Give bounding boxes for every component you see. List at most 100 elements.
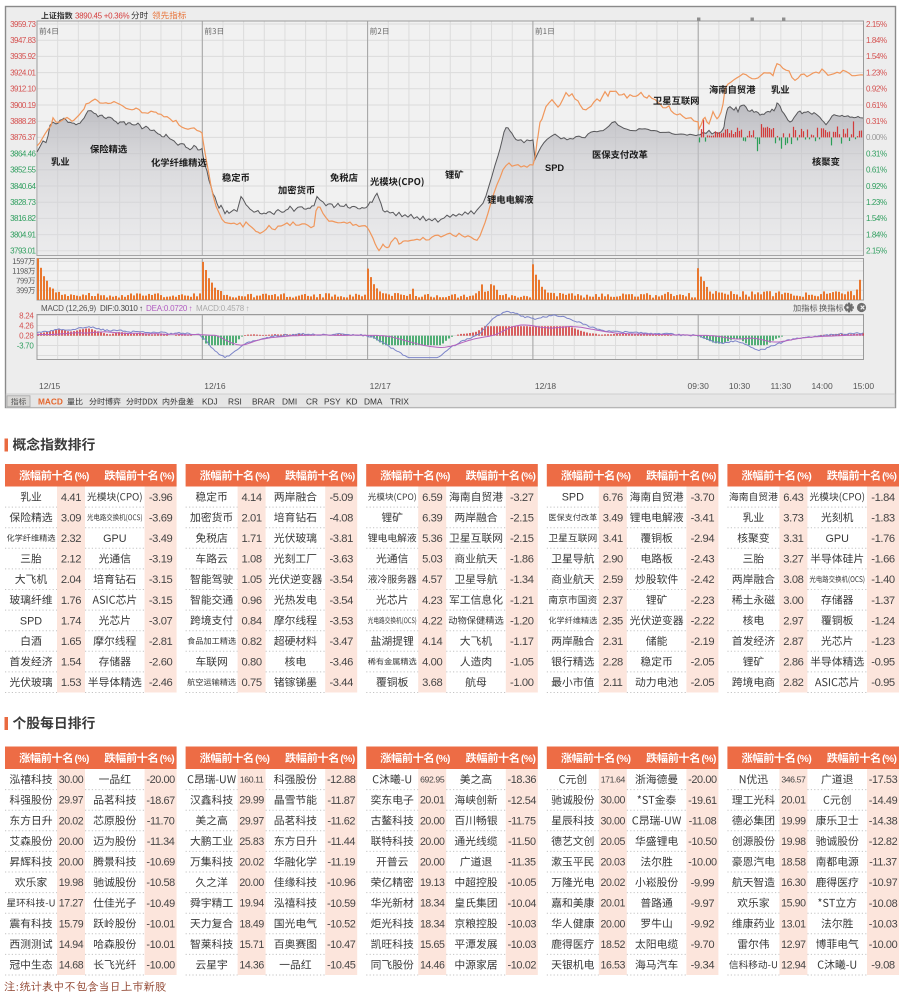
svg-text:-2.19: -2.19 bbox=[691, 636, 715, 648]
svg-text:3.49: 3.49 bbox=[603, 512, 623, 524]
svg-text:-10.03: -10.03 bbox=[508, 939, 537, 951]
svg-text:20.01: 20.01 bbox=[420, 795, 445, 807]
svg-text:346.57: 346.57 bbox=[781, 774, 806, 784]
svg-text:-10.96: -10.96 bbox=[327, 877, 356, 889]
svg-text:-3.46: -3.46 bbox=[329, 657, 353, 669]
svg-text:2.82: 2.82 bbox=[783, 677, 803, 689]
svg-text:-2.15: -2.15 bbox=[510, 533, 534, 545]
svg-text:1.23%: 1.23% bbox=[866, 68, 887, 77]
svg-text:1.54%: 1.54% bbox=[866, 214, 887, 223]
svg-text:2.87: 2.87 bbox=[783, 636, 803, 648]
svg-text:2.11: 2.11 bbox=[603, 677, 623, 689]
svg-text:19.98: 19.98 bbox=[781, 836, 806, 848]
svg-text:3959.73: 3959.73 bbox=[10, 20, 36, 29]
svg-text:1.65: 1.65 bbox=[61, 636, 81, 648]
svg-text:2.28: 2.28 bbox=[603, 657, 623, 669]
svg-text:RSI: RSI bbox=[228, 396, 242, 406]
svg-text:-14.38: -14.38 bbox=[869, 815, 898, 827]
svg-text:0.00%: 0.00% bbox=[866, 133, 887, 142]
svg-text:15.90: 15.90 bbox=[781, 898, 806, 910]
svg-text:-12.82: -12.82 bbox=[869, 836, 898, 848]
svg-text:3935.92: 3935.92 bbox=[10, 52, 36, 61]
svg-text:(%): (%) bbox=[616, 472, 630, 483]
svg-text:30.00: 30.00 bbox=[59, 774, 84, 786]
svg-text:4.14: 4.14 bbox=[242, 492, 262, 504]
svg-text:20.03: 20.03 bbox=[601, 857, 626, 869]
svg-text:0.31%: 0.31% bbox=[866, 149, 887, 158]
svg-text:-2.81: -2.81 bbox=[149, 636, 173, 648]
svg-text:2.31: 2.31 bbox=[603, 636, 623, 648]
svg-text:-11.62: -11.62 bbox=[327, 815, 355, 827]
svg-text:12.97: 12.97 bbox=[781, 939, 806, 951]
svg-text:-3.81: -3.81 bbox=[329, 533, 353, 545]
svg-text:SPD: SPD bbox=[562, 492, 584, 504]
svg-text:2.15%: 2.15% bbox=[866, 20, 887, 29]
svg-text:3.68: 3.68 bbox=[422, 677, 442, 689]
svg-text:(%): (%) bbox=[882, 754, 896, 765]
svg-text:1.84%: 1.84% bbox=[866, 36, 887, 45]
svg-text:12/18: 12/18 bbox=[535, 381, 557, 391]
svg-text:-5.09: -5.09 bbox=[329, 492, 353, 504]
svg-text:-1.37: -1.37 bbox=[871, 595, 895, 607]
svg-text:-11.87: -11.87 bbox=[327, 795, 355, 807]
svg-text:-3.54: -3.54 bbox=[329, 574, 353, 586]
svg-text:15.79: 15.79 bbox=[59, 918, 84, 930]
svg-text:20.00: 20.00 bbox=[601, 918, 626, 930]
svg-text:-10.04: -10.04 bbox=[508, 898, 537, 910]
svg-text:-10.02: -10.02 bbox=[508, 960, 537, 972]
svg-text:-3.15: -3.15 bbox=[149, 574, 173, 586]
svg-text:1.53: 1.53 bbox=[61, 677, 81, 689]
svg-text:GPU: GPU bbox=[825, 533, 848, 545]
svg-text:(%): (%) bbox=[340, 754, 354, 765]
svg-text:-2.05: -2.05 bbox=[691, 657, 715, 669]
svg-text:29.97: 29.97 bbox=[239, 815, 264, 827]
svg-text:-3.70: -3.70 bbox=[17, 341, 35, 350]
svg-text:-10.59: -10.59 bbox=[327, 898, 356, 910]
svg-text:-12.88: -12.88 bbox=[327, 774, 356, 786]
svg-text:18.34: 18.34 bbox=[420, 898, 445, 910]
svg-text:13.01: 13.01 bbox=[781, 918, 806, 930]
svg-text:(%): (%) bbox=[882, 472, 896, 483]
svg-text:6.39: 6.39 bbox=[422, 512, 442, 524]
svg-text:-11.34: -11.34 bbox=[147, 836, 175, 848]
svg-text:15.71: 15.71 bbox=[239, 939, 264, 951]
svg-text:(%): (%) bbox=[616, 754, 630, 765]
svg-text:(%): (%) bbox=[702, 754, 716, 765]
svg-text:3864.46: 3864.46 bbox=[10, 149, 36, 158]
svg-text:2.01: 2.01 bbox=[242, 512, 262, 524]
svg-text:MACD (12,26,9): MACD (12,26,9) bbox=[41, 304, 97, 313]
svg-text:-3.41: -3.41 bbox=[691, 512, 715, 524]
svg-text:0.84: 0.84 bbox=[242, 615, 262, 627]
svg-text:(%): (%) bbox=[75, 754, 89, 765]
svg-text:DMI: DMI bbox=[282, 396, 297, 406]
svg-text:-10.47: -10.47 bbox=[327, 939, 356, 951]
svg-text:20.01: 20.01 bbox=[601, 898, 626, 910]
svg-text:0.75: 0.75 bbox=[242, 677, 262, 689]
svg-text:-10.03: -10.03 bbox=[508, 918, 537, 930]
svg-text:-10.50: -10.50 bbox=[688, 836, 717, 848]
svg-text:-10.00: -10.00 bbox=[146, 960, 175, 972]
svg-text:20.02: 20.02 bbox=[239, 857, 264, 869]
svg-text:-3.96: -3.96 bbox=[149, 492, 173, 504]
svg-text:-1.83: -1.83 bbox=[871, 512, 895, 524]
svg-text:-2.46: -2.46 bbox=[149, 677, 173, 689]
svg-text:3.31: 3.31 bbox=[783, 533, 803, 545]
svg-text:3793.01: 3793.01 bbox=[10, 247, 36, 256]
svg-text:-1.21: -1.21 bbox=[510, 595, 534, 607]
svg-text:19.13: 19.13 bbox=[420, 877, 445, 889]
svg-text:(%): (%) bbox=[521, 472, 535, 483]
svg-text:-3.53: -3.53 bbox=[329, 615, 353, 627]
svg-text:18.49: 18.49 bbox=[239, 918, 264, 930]
svg-text:3.08: 3.08 bbox=[783, 574, 803, 586]
svg-text:(%): (%) bbox=[255, 472, 269, 483]
svg-text:3900.19: 3900.19 bbox=[10, 101, 36, 110]
svg-text:4.41: 4.41 bbox=[61, 492, 81, 504]
svg-text:-2.94: -2.94 bbox=[691, 533, 715, 545]
svg-text:18.34: 18.34 bbox=[420, 918, 445, 930]
svg-text:(%): (%) bbox=[702, 472, 716, 483]
svg-text:MACD: MACD bbox=[38, 396, 63, 406]
svg-text:6.59: 6.59 bbox=[422, 492, 442, 504]
svg-text:0.80: 0.80 bbox=[242, 657, 262, 669]
svg-text:(%): (%) bbox=[160, 472, 174, 483]
svg-text:-11.50: -11.50 bbox=[508, 836, 536, 848]
